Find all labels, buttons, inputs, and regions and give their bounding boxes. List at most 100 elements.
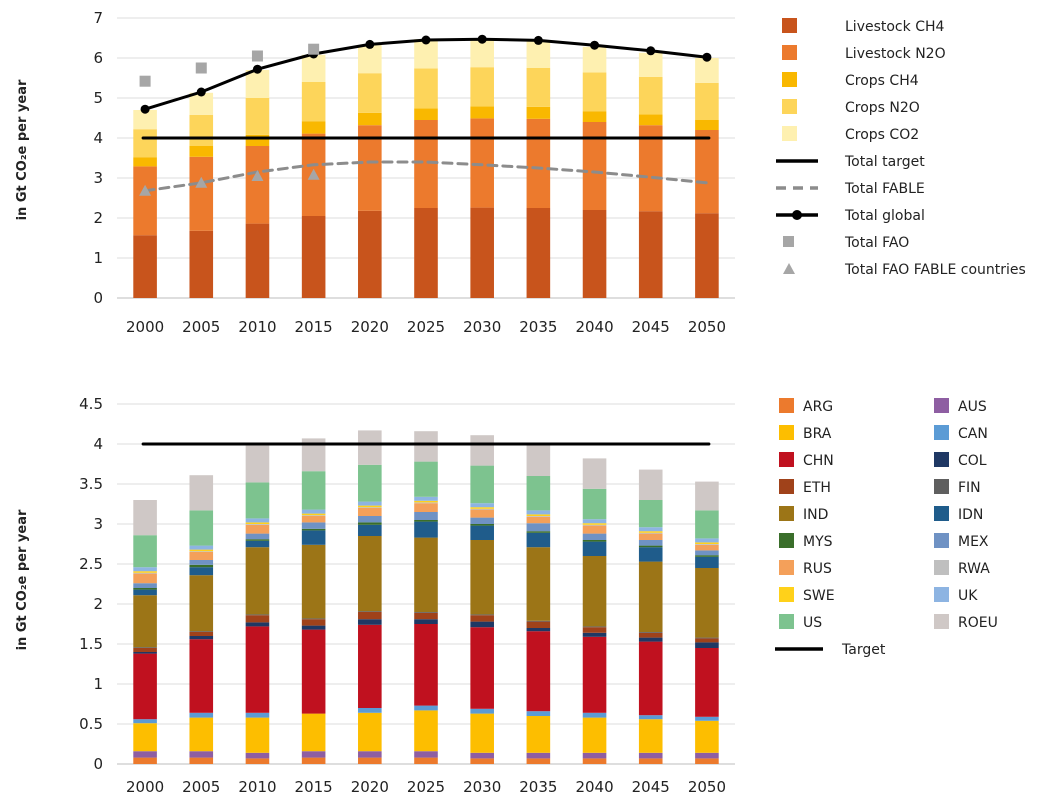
fao-marker [251,50,263,62]
bar-segment [582,458,607,489]
y-tick-label: 4 [93,129,103,147]
legend-label: BRA [803,426,832,442]
bar-segment [695,642,719,648]
x-tick-label: 2015 [295,778,333,796]
series-line [143,160,709,193]
legend-label: Crops N2O [845,100,920,116]
legend-label: Livestock N2O [845,46,946,62]
bar-segment [695,752,719,759]
bar-segment [301,619,326,626]
bar-segment [526,532,551,548]
bar-segment [695,82,719,120]
bar-segment [301,625,326,630]
bar-segment [695,720,719,753]
x-tick-label: 2010 [238,318,276,336]
bar-segment [414,431,438,462]
bar-segment [582,488,607,520]
bar-segment [245,540,270,548]
bar-segment [470,509,494,518]
legend-label: Total FAO [844,235,909,251]
bar-segment [189,631,214,632]
bar-segment [582,519,607,524]
legend-label: ROEU [958,615,998,631]
bar-segment [358,536,382,612]
bar-segment [695,213,719,298]
bar-segment [358,712,382,752]
bar-segment [695,542,719,544]
bar-segment [526,631,551,712]
bar-segment [133,500,157,536]
bar-segment [470,752,494,759]
bar-segment [526,444,551,476]
legend-label: Livestock CH4 [845,19,944,35]
bar-segment [301,515,326,516]
y-tick-label: 4.5 [79,395,103,413]
bar-segment [358,464,382,502]
bar-segment [526,716,551,753]
bar-segment [582,111,607,122]
legend-swatch [779,452,794,467]
bar-segment [526,621,551,628]
legend-swatch [782,99,797,114]
bar-segment [470,118,494,208]
legend-label: UK [958,588,978,604]
bar-segment [301,438,326,472]
bar-segment [526,510,551,515]
bar-segment [414,520,438,522]
bar-segment [133,573,157,584]
bar-segment [358,611,382,612]
bar-segment [189,114,214,146]
legend-swatch [779,560,794,575]
bar-segment [695,544,719,551]
bar-segment [358,507,382,508]
bar-segment [582,636,607,713]
bar-segment [301,121,326,134]
legend-label: ARG [803,399,833,415]
bar-segment [638,76,663,115]
bar-segment [245,752,270,759]
bar-segment [582,632,607,637]
legend-label: Total global [844,208,925,224]
bar-segment [133,648,157,652]
bar-segment [638,715,663,720]
bar-segment [582,533,607,540]
y-tick-label: 7 [93,9,103,27]
bar-segment [245,717,270,753]
bar-segment [470,758,494,764]
bar-segment [470,517,494,524]
line-point [365,39,375,49]
bar-segment [245,518,270,523]
legend-label: MYS [803,534,833,550]
x-tick-label: 2030 [463,318,501,336]
bar-segment [414,537,438,612]
y-tick-label: 3 [93,515,103,533]
bar-segment [133,653,157,720]
bar-segment [358,430,382,465]
x-tick-label: 2030 [463,778,501,796]
bar-segment [301,522,326,529]
bar-segment [414,500,438,503]
bar-segment [414,120,438,208]
bar-segment [526,68,551,107]
bar-segment [526,516,551,517]
bar-segment [695,550,719,556]
bar-segment [358,522,382,525]
bar-segment [133,571,157,573]
bar-segment [695,638,719,643]
bar-segment [638,527,663,532]
x-tick-label: 2015 [295,318,333,336]
bar-segment [133,235,157,298]
legend: ARG AUS BRA CAN CHN COL ETH FIN IND IDN MYS MEX RUS R… [775,398,998,658]
bar-segment [638,540,663,546]
bar-segment [189,552,214,560]
bar-segment [189,146,214,157]
bar-segment [526,711,551,716]
line-point [533,35,543,45]
legend-label: COL [958,453,987,469]
bar-segment [414,757,438,764]
bar-segment [638,533,663,540]
bar-segment [189,751,214,758]
bar-segment [358,210,382,298]
bar-segment [189,632,214,636]
